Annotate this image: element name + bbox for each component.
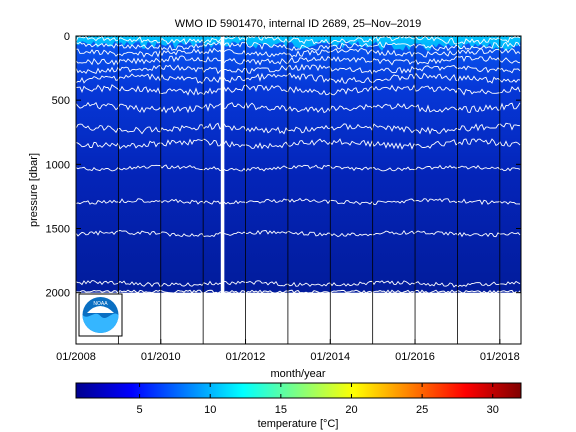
colorbar-label: temperature [°C] xyxy=(258,418,339,430)
isotherm-1930 xyxy=(76,280,521,288)
colorbar-ticks: 5 10 15 20 25 30 xyxy=(137,383,499,416)
colorbar-tick-label: 20 xyxy=(345,404,357,416)
colorbar xyxy=(75,382,522,399)
isotherm-lines xyxy=(76,36,521,294)
isotherm-840 xyxy=(76,138,521,150)
x-tick-label: 01/2008 xyxy=(56,351,96,363)
x-axis: 01/2008 01/2010 01/2012 01/2014 01/2016 01/20… xyxy=(56,339,520,363)
isotherm-30 xyxy=(76,36,521,45)
warm-surface-band xyxy=(76,36,521,52)
isotherm-260 xyxy=(76,63,521,75)
x-tick-label: 01/2018 xyxy=(480,351,520,363)
isotherm-1290 xyxy=(76,197,521,206)
svg-text:NOAA: NOAA xyxy=(93,301,108,307)
colorbar-tick-label: 10 xyxy=(204,404,216,416)
data-gap xyxy=(220,36,225,297)
isotherm-330 xyxy=(76,72,521,84)
x-tick-label: 01/2012 xyxy=(226,351,266,363)
isotherm-1030 xyxy=(76,164,521,172)
x-axis-label: month/year xyxy=(270,368,325,380)
y-tick-label: 1000 xyxy=(46,159,70,171)
colorbar-tick-label: 30 xyxy=(487,404,499,416)
isotherm-80 xyxy=(76,41,521,52)
x-tick-label: 01/2014 xyxy=(310,351,350,363)
colorbar-tick-label: 25 xyxy=(416,404,428,416)
x-tick-label: 01/2016 xyxy=(395,351,435,363)
surface-warm-layer xyxy=(76,36,521,52)
profile-bottom-edge xyxy=(76,289,521,294)
plot-frame xyxy=(75,35,522,345)
x-tick-label: 01/2010 xyxy=(141,351,181,363)
isotherm-130 xyxy=(76,47,521,58)
isotherm-420 xyxy=(76,84,521,96)
y-tick-label: 0 xyxy=(64,31,70,43)
y-tick-label: 500 xyxy=(52,95,70,107)
y-axis: 0 500 1000 1500 2000 xyxy=(46,31,521,300)
isotherm-1540 xyxy=(76,229,521,238)
noaa-logo: NOAA xyxy=(78,293,123,337)
y-tick-label: 1500 xyxy=(46,224,70,236)
plot-area xyxy=(76,36,521,344)
isotherm-560 xyxy=(76,101,521,114)
isotherm-190 xyxy=(76,55,521,66)
year-grid-lines xyxy=(76,36,520,344)
y-tick-label: 2000 xyxy=(46,288,70,300)
isotherm-720 xyxy=(76,122,521,135)
colorbar-tick-label: 5 xyxy=(137,404,143,416)
chart-title: WMO ID 5901470, internal ID 2689, 25–Nov… xyxy=(175,18,421,30)
colorbar-tick-label: 15 xyxy=(275,404,287,416)
y-axis-label: pressure [dbar] xyxy=(28,153,40,227)
